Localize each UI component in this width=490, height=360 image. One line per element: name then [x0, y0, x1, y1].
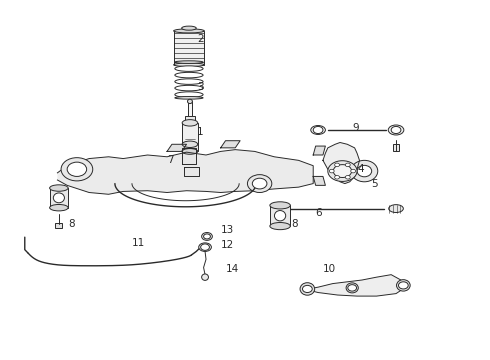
Ellipse shape — [188, 99, 193, 104]
Bar — [182, 123, 198, 144]
Ellipse shape — [182, 149, 198, 154]
Polygon shape — [313, 176, 325, 185]
Text: 12: 12 — [220, 240, 234, 250]
Ellipse shape — [67, 162, 87, 176]
Ellipse shape — [53, 193, 65, 203]
Ellipse shape — [300, 283, 315, 295]
Text: 7: 7 — [167, 156, 173, 165]
Polygon shape — [313, 146, 325, 155]
Bar — [270, 205, 290, 226]
Ellipse shape — [328, 161, 357, 181]
Ellipse shape — [175, 61, 203, 63]
Ellipse shape — [333, 165, 352, 177]
Ellipse shape — [175, 85, 203, 91]
Polygon shape — [323, 143, 360, 184]
Circle shape — [398, 282, 408, 289]
Polygon shape — [184, 167, 199, 176]
Text: 9: 9 — [352, 123, 359, 133]
Circle shape — [203, 234, 210, 239]
Bar — [188, 102, 193, 116]
Bar — [185, 116, 195, 123]
Ellipse shape — [396, 280, 410, 291]
Ellipse shape — [274, 211, 286, 221]
Text: 4: 4 — [357, 164, 364, 174]
Ellipse shape — [199, 243, 211, 251]
Circle shape — [329, 169, 334, 173]
Circle shape — [335, 163, 340, 167]
Bar — [393, 144, 399, 152]
Polygon shape — [220, 141, 240, 148]
Polygon shape — [182, 148, 196, 164]
Ellipse shape — [311, 126, 325, 134]
Ellipse shape — [388, 125, 404, 135]
Text: 8: 8 — [69, 219, 75, 229]
Text: 11: 11 — [132, 238, 145, 248]
Text: 6: 6 — [316, 208, 322, 218]
Circle shape — [345, 163, 350, 167]
Ellipse shape — [202, 274, 208, 280]
Ellipse shape — [175, 92, 203, 97]
Text: 1: 1 — [197, 127, 203, 137]
Ellipse shape — [49, 185, 68, 191]
Ellipse shape — [61, 158, 93, 181]
Bar — [182, 144, 198, 152]
Circle shape — [335, 175, 340, 179]
Text: 8: 8 — [291, 219, 298, 229]
Circle shape — [391, 126, 401, 134]
Bar — [55, 223, 62, 228]
Ellipse shape — [357, 165, 372, 177]
Polygon shape — [303, 275, 406, 296]
Ellipse shape — [252, 178, 267, 189]
Circle shape — [201, 244, 209, 250]
Text: 3: 3 — [197, 82, 203, 92]
Text: 13: 13 — [220, 225, 234, 235]
Ellipse shape — [49, 204, 68, 211]
Ellipse shape — [351, 160, 378, 182]
Polygon shape — [57, 150, 313, 194]
Ellipse shape — [175, 79, 203, 84]
Ellipse shape — [182, 26, 196, 30]
Ellipse shape — [389, 204, 403, 212]
Ellipse shape — [173, 63, 204, 67]
Text: 10: 10 — [323, 264, 336, 274]
Ellipse shape — [175, 66, 203, 71]
Ellipse shape — [175, 96, 203, 99]
Ellipse shape — [173, 29, 204, 33]
Ellipse shape — [202, 233, 212, 240]
Text: 5: 5 — [372, 179, 378, 189]
Ellipse shape — [182, 120, 198, 126]
Text: 2: 2 — [197, 34, 203, 44]
Circle shape — [348, 285, 357, 291]
Bar — [49, 188, 68, 208]
Ellipse shape — [270, 202, 290, 209]
Circle shape — [345, 175, 350, 179]
Ellipse shape — [175, 72, 203, 78]
Ellipse shape — [270, 222, 290, 230]
Text: 14: 14 — [225, 264, 239, 274]
Ellipse shape — [247, 175, 272, 193]
Ellipse shape — [346, 283, 358, 293]
Circle shape — [302, 285, 312, 293]
Circle shape — [313, 126, 323, 134]
Ellipse shape — [182, 141, 198, 148]
Polygon shape — [167, 144, 187, 152]
Bar — [174, 31, 203, 65]
Circle shape — [351, 169, 356, 173]
